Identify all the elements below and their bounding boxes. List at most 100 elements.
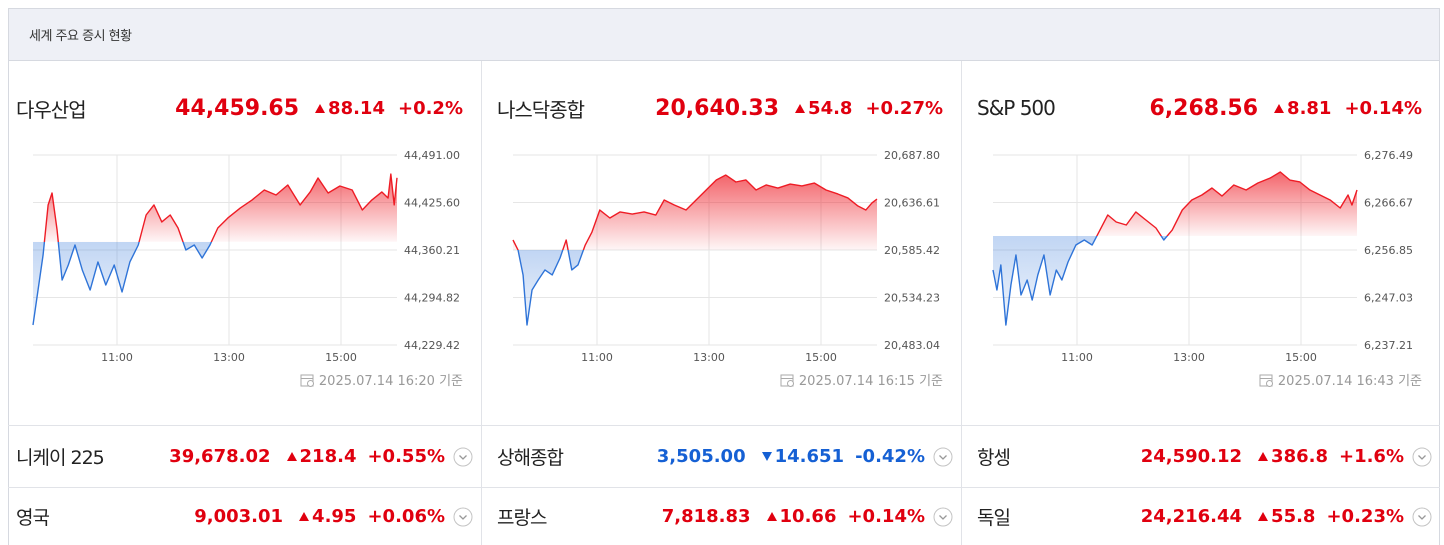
x-tick-label: 13:00 — [1173, 351, 1205, 364]
expand-button[interactable] — [933, 447, 953, 467]
header: 세계 주요 증시 현황 — [9, 9, 1439, 61]
arrow-shape — [795, 103, 806, 113]
change-arrow — [299, 512, 310, 521]
expand-button[interactable] — [1412, 447, 1432, 467]
change-pct: -0.42% — [855, 446, 925, 467]
timestamp: 2025.07.14 16:43 기준 — [1259, 370, 1422, 389]
timestamp-text: 2025.07.14 16:43 기준 — [1277, 374, 1422, 389]
change: 8.81 — [1274, 98, 1331, 119]
index-panel: 다우산업 44,459.65 88.14 +0.2% 2025.07.14 16:20 … — [8, 61, 482, 425]
price: 24,216.44 — [1140, 506, 1243, 527]
expand-button[interactable] — [933, 507, 953, 527]
button-circle — [1412, 447, 1432, 466]
market-name: 항셍 — [977, 447, 1011, 469]
x-tick-label: 11:00 — [101, 351, 133, 364]
price: 9,003.01 — [194, 506, 284, 527]
change-value: 88.14 — [328, 97, 385, 119]
y-tick-label: 44,294.82 — [404, 291, 460, 304]
y-tick-label: 44,360.21 — [404, 244, 460, 257]
change-value: 55.8 — [1271, 506, 1316, 527]
expand-button[interactable] — [1412, 507, 1432, 527]
icon-shape — [1265, 379, 1273, 387]
change-value: 218.4 — [299, 446, 357, 467]
area-fill — [513, 175, 877, 325]
icon-shape — [306, 379, 314, 387]
y-tick-label: 6,266.67 — [1364, 197, 1413, 210]
button-chevron — [1418, 454, 1426, 460]
quote: 9,003.01 4.95 +0.06% — [194, 506, 473, 527]
x-tick-label: 13:00 — [213, 351, 245, 364]
price: 7,818.83 — [661, 506, 751, 527]
y-tick-label: 20,483.04 — [884, 339, 940, 352]
change-pct: +0.23% — [1326, 506, 1404, 527]
quote: 24,590.12 386.8 +1.6% — [1141, 446, 1432, 467]
market-name: 영국 — [16, 507, 50, 529]
change-value: 4.95 — [312, 506, 357, 527]
expand-button[interactable] — [453, 447, 473, 467]
x-tick-label: 11:00 — [581, 351, 613, 364]
panel-header: S&P 500 6,268.56 8.81 +0.14% — [977, 91, 1422, 125]
x-tick-label: 15:00 — [325, 351, 357, 364]
y-tick-label: 20,687.80 — [884, 149, 940, 162]
y-tick-label: 6,237.21 — [1364, 339, 1413, 352]
button-circle — [1412, 507, 1432, 526]
change-value: 10.66 — [779, 506, 837, 527]
index-panel: 나스닥종합 20,640.33 54.8 +0.27% 2025.07.14 16:15… — [482, 61, 962, 425]
market-row: 프랑스 7,818.83 10.66 +0.14% — [482, 487, 962, 545]
change-arrow — [795, 103, 806, 113]
change-value: 14.651 — [774, 446, 845, 467]
market-row: 독일 24,216.44 55.8 +0.23% — [962, 487, 1440, 545]
change-arrow — [1258, 452, 1269, 461]
panel-header: 나스닥종합 20,640.33 54.8 +0.27% — [497, 91, 943, 125]
arrow-shape — [299, 512, 310, 521]
panel-header: 다우산업 44,459.65 88.14 +0.2% — [16, 91, 463, 125]
change-pct: +0.27% — [865, 97, 943, 119]
change: 386.8 — [1258, 446, 1328, 467]
timestamp-text: 2025.07.14 16:15 기준 — [798, 374, 943, 389]
change: 4.95 — [299, 506, 356, 527]
index-name: 다우산업 — [16, 97, 87, 122]
expand-button[interactable] — [453, 507, 473, 527]
quote: 24,216.44 55.8 +0.23% — [1141, 506, 1432, 527]
button-chevron — [1418, 514, 1426, 520]
change-arrow — [766, 512, 777, 521]
price: 20,640.33 — [655, 95, 780, 121]
button-chevron — [939, 454, 947, 460]
x-tick-label: 11:00 — [1061, 351, 1093, 364]
index-name: 나스닥종합 — [497, 97, 585, 122]
change: 55.8 — [1258, 506, 1315, 527]
change: 10.66 — [766, 506, 837, 527]
price: 6,268.56 — [1149, 95, 1259, 121]
frame — [8, 8, 1440, 545]
price: 24,590.12 — [1140, 446, 1243, 467]
x-tick-label: 15:00 — [805, 351, 837, 364]
change-pct: +0.2% — [397, 97, 463, 119]
arrow-shape — [766, 512, 777, 521]
price: 3,505.00 — [656, 446, 746, 467]
y-tick-label: 20,585.42 — [884, 244, 940, 257]
arrow-shape — [1258, 512, 1269, 521]
y-tick-label: 20,534.23 — [884, 292, 940, 305]
arrow-shape — [761, 452, 772, 461]
icon-shape — [300, 374, 314, 386]
y-tick-label: 6,276.49 — [1364, 149, 1413, 162]
y-tick-label: 44,425.60 — [404, 197, 460, 210]
change: 88.14 — [315, 98, 385, 119]
y-tick-label: 20,636.61 — [884, 197, 940, 210]
price-line — [512, 174, 878, 326]
button-circle — [933, 447, 953, 466]
timestamp: 2025.07.14 16:15 기준 — [780, 370, 943, 389]
index-panel: S&P 500 6,268.56 8.81 +0.14% 2025.07.14 16:4… — [962, 61, 1440, 425]
chart: 20,687.80 20,636.61 20,585.42 20,534.23 20,4… — [512, 149, 940, 364]
quote: 39,678.02 218.4 +0.55% — [169, 446, 473, 467]
market-row: 상해종합 3,505.00 14.651 -0.42% — [482, 425, 962, 487]
button-circle — [453, 447, 473, 466]
market-row: 니케이 225 39,678.02 218.4 +0.55% — [8, 425, 482, 487]
arrow-shape — [315, 103, 326, 113]
timestamp-text: 2025.07.14 16:20 기준 — [318, 374, 463, 389]
area-fill — [993, 171, 1357, 326]
button-chevron — [939, 514, 947, 520]
change: 218.4 — [286, 446, 357, 467]
price-line — [32, 173, 398, 326]
